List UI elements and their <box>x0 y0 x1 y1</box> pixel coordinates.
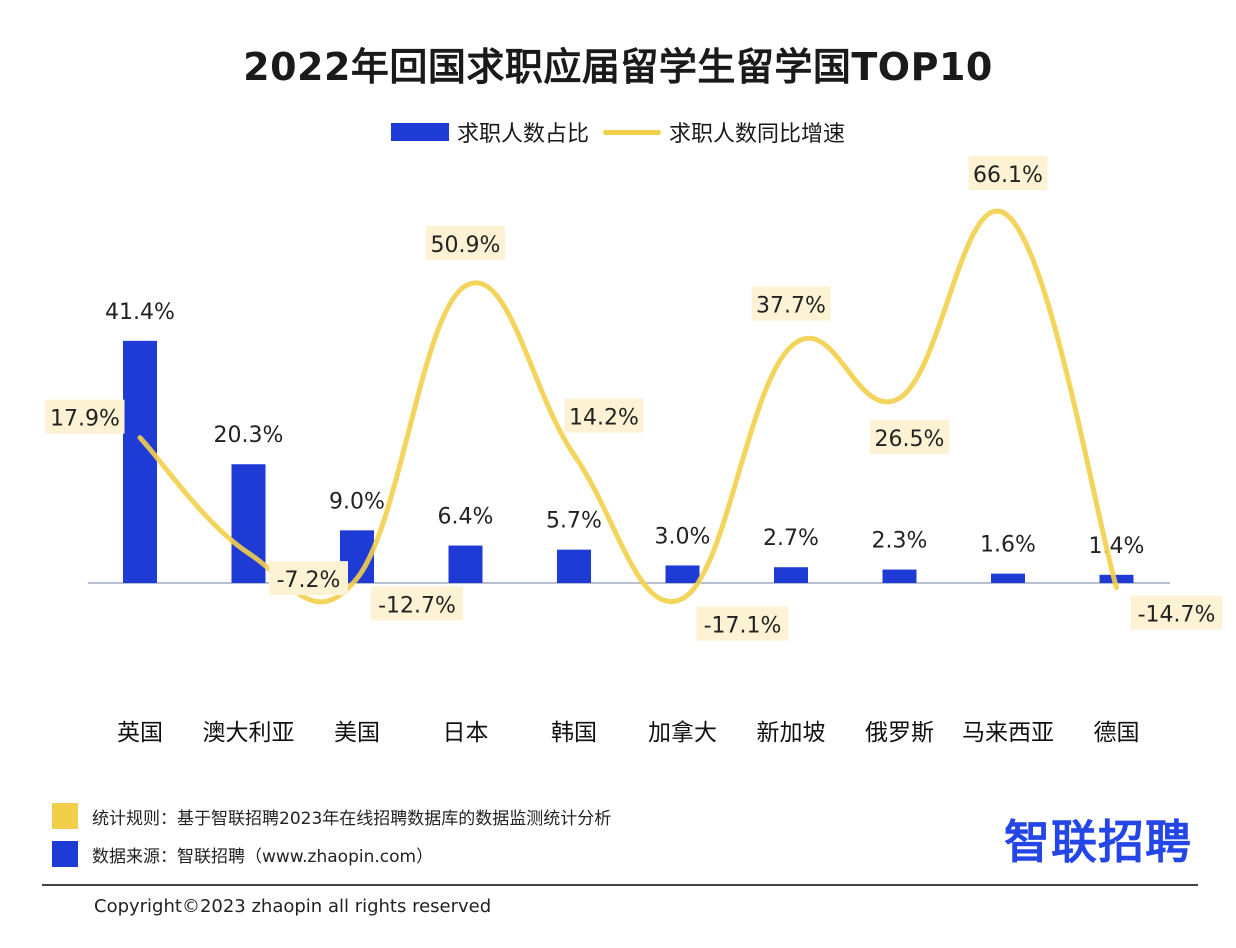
chart-plot: 41.4% 英国 20.3% 澳大利亚 9.0% 美国 6.4% 日本 5.7% 韩国 3.0% 加拿… <box>45 155 1223 746</box>
line-label-1: -7.2% <box>277 568 341 593</box>
line-label-7: 26.5% <box>875 427 945 452</box>
copyright-text: Copyright©2023 zhaopin all rights reserv… <box>94 896 492 917</box>
line-label-bg-2 <box>371 586 463 621</box>
x-tick-label-0: 英国 <box>117 720 163 746</box>
bar-label-9: 1.4% <box>1089 534 1145 559</box>
line-label-bg-9 <box>1130 595 1223 630</box>
line-label-5: -17.1% <box>704 614 782 639</box>
bar-label-4: 5.7% <box>546 509 602 534</box>
line-label-bg-5 <box>696 606 789 641</box>
line-label-3: 50.9% <box>431 233 501 258</box>
line-label-9: -14.7% <box>1138 603 1216 628</box>
x-tick-label-9: 德国 <box>1094 720 1140 746</box>
bar-label-1: 20.3% <box>214 423 284 448</box>
x-tick-label-3: 日本 <box>443 720 489 746</box>
bar-1 <box>231 464 266 583</box>
line-label-bg-7 <box>870 420 949 455</box>
bar-label-7: 2.3% <box>872 529 928 554</box>
line-label-0: 17.9% <box>50 407 120 432</box>
x-tick-label-8: 马来西亚 <box>962 720 1054 746</box>
bar-5 <box>665 565 700 583</box>
legend-item-bar: 求职人数占比 <box>390 116 589 148</box>
line-label-8: 66.1% <box>973 163 1043 188</box>
line-label-bg-4 <box>564 398 644 433</box>
legend-line-swatch <box>603 129 661 135</box>
note-source-text: 数据来源：智联招聘（www.zhaopin.com） <box>92 846 434 867</box>
bar-8 <box>991 573 1025 583</box>
note-rule: 统计规则：基于智联招聘2023年在线招聘数据库的数据监测统计分析 <box>52 803 611 829</box>
legend-bar-swatch <box>390 123 449 141</box>
bar-label-0: 41.4% <box>105 300 175 325</box>
line-label-bg-8 <box>968 155 1048 190</box>
bar-label-6: 2.7% <box>763 526 819 551</box>
note-source: 数据来源：智联招聘（www.zhaopin.com） <box>52 841 433 867</box>
line-label-2: -12.7% <box>378 593 456 618</box>
bar-7 <box>882 569 917 583</box>
bar-6 <box>774 567 808 583</box>
line-label-bg-6 <box>751 286 831 321</box>
bar-label-5: 3.0% <box>655 524 711 549</box>
line-label-bg-0 <box>45 399 125 434</box>
legend-item-line: 求职人数同比增速 <box>603 116 845 148</box>
line-label-bg-1 <box>269 561 348 596</box>
footer-divider <box>42 884 1198 886</box>
line-label-4: 14.2% <box>569 406 639 431</box>
line-label-6: 37.7% <box>756 294 826 319</box>
bar-0 <box>123 340 157 583</box>
x-tick-label-7: 俄罗斯 <box>865 720 934 746</box>
bar-4 <box>557 549 591 583</box>
brand-logo: 智联招聘 <box>1004 815 1192 869</box>
bar-label-2: 9.0% <box>329 489 385 514</box>
x-tick-label-6: 新加坡 <box>757 720 826 746</box>
bar-label-3: 6.4% <box>438 505 494 530</box>
legend-line-label: 求职人数同比增速 <box>669 122 846 147</box>
chart-title: 2022年回国求职应届留学生留学国TOP10 <box>243 45 993 89</box>
bar-3 <box>448 545 483 583</box>
x-tick-label-5: 加拿大 <box>648 719 717 746</box>
line-label-bg-3 <box>426 225 505 260</box>
legend-bar-label: 求职人数占比 <box>456 122 589 147</box>
note-rule-text: 统计规则：基于智联招聘2023年在线招聘数据库的数据监测统计分析 <box>92 808 612 829</box>
note-source-swatch <box>52 841 78 867</box>
legend: 求职人数占比 求职人数同比增速 <box>0 116 1236 148</box>
bar-label-8: 1.6% <box>980 533 1036 558</box>
x-tick-label-1: 澳大利亚 <box>203 720 295 746</box>
x-tick-label-2: 美国 <box>334 720 380 746</box>
note-rule-swatch <box>52 803 78 829</box>
x-tick-label-4: 韩国 <box>551 720 597 746</box>
